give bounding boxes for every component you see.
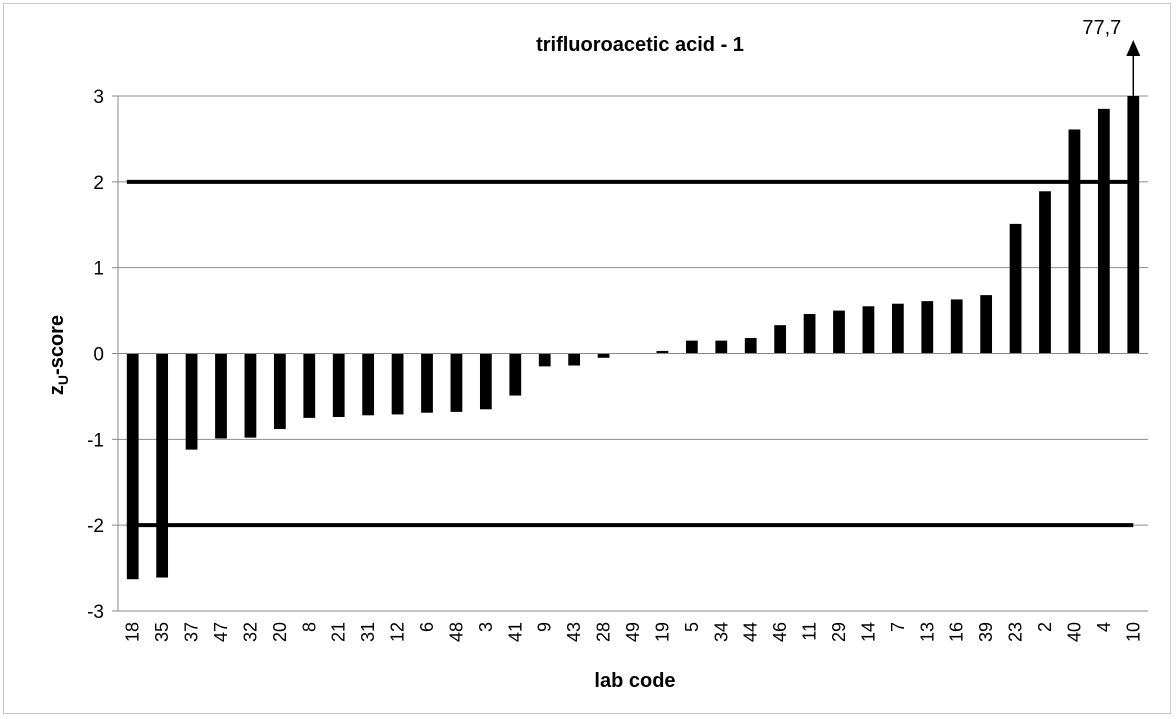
x-tick-label: 5 <box>682 622 702 632</box>
x-tick-label: 10 <box>1123 622 1143 642</box>
bar-lab-16 <box>950 299 963 354</box>
x-tick-label: 20 <box>270 622 290 642</box>
bar-lab-46 <box>774 325 787 354</box>
x-tick-label: 37 <box>182 622 202 642</box>
bars <box>126 96 1140 580</box>
x-tick-label: 12 <box>388 622 408 642</box>
y-tick-label: 1 <box>93 259 104 280</box>
bar-lab-29 <box>833 310 845 354</box>
y-axis-title: zU-score <box>46 315 71 395</box>
bar-lab-47 <box>215 353 227 439</box>
overflow-arrow-head <box>1126 40 1141 56</box>
bar-lab-40 <box>1068 129 1081 354</box>
bar-lab-39 <box>980 295 993 354</box>
y-tick-label: 3 <box>93 87 104 108</box>
bar-lab-32 <box>244 353 257 438</box>
bar-lab-10 <box>1127 96 1140 354</box>
x-tick-label: 46 <box>770 622 790 642</box>
x-tick-label: 31 <box>358 622 378 642</box>
x-tick-label: 40 <box>1064 622 1084 642</box>
y-tick-label: -2 <box>87 516 104 537</box>
y-axis-title-tail: -score <box>46 315 68 375</box>
bar-lab-12 <box>391 353 404 415</box>
bar-lab-23 <box>1009 223 1022 354</box>
x-tick-label: 43 <box>564 622 584 642</box>
x-tick-label: 48 <box>446 622 466 642</box>
x-tick-label: 6 <box>417 622 437 632</box>
x-tick-label: 8 <box>299 622 319 632</box>
bar-lab-9 <box>538 353 551 367</box>
bar-lab-34 <box>715 340 728 354</box>
x-tick-label: 11 <box>800 622 820 641</box>
x-tick-label: 14 <box>858 622 878 642</box>
bar-lab-6 <box>421 353 433 413</box>
bar-lab-21 <box>332 353 345 418</box>
reference-lines <box>126 179 1134 528</box>
x-tick-label: 49 <box>623 622 643 642</box>
bar-lab-41 <box>509 353 522 396</box>
x-axis-title: lab code <box>594 670 675 692</box>
bar-lab-14 <box>862 306 875 354</box>
x-tick-label: 13 <box>917 622 937 642</box>
bar-lab-35 <box>156 353 169 578</box>
bar-lab-2 <box>1039 191 1051 354</box>
bar-lab-5 <box>685 340 698 354</box>
x-tick-label: 41 <box>505 622 525 642</box>
y-tick-label: -1 <box>87 430 104 451</box>
bar-lab-44 <box>744 338 757 354</box>
x-tick-label: 2 <box>1035 622 1055 632</box>
x-tick-label: 19 <box>652 622 672 642</box>
bar-lab-11 <box>803 314 816 354</box>
x-tick-label: 18 <box>123 622 143 642</box>
overflow-annotation: 77,7 <box>1082 17 1141 96</box>
x-tick-label: 44 <box>741 622 761 642</box>
y-tick-label: -3 <box>87 602 104 623</box>
overflow-value-label: 77,7 <box>1082 17 1121 39</box>
x-tick-label: 29 <box>829 622 849 642</box>
bar-lab-31 <box>362 353 375 416</box>
bar-lab-48 <box>450 353 463 412</box>
x-tick-label: 7 <box>888 622 908 632</box>
x-tick-label: 39 <box>976 622 996 642</box>
bar-lab-18 <box>126 353 139 580</box>
bar-lab-4 <box>1097 108 1110 354</box>
y-axis-title-main: z <box>46 385 68 395</box>
bar-lab-43 <box>568 353 581 366</box>
bar-lab-8 <box>303 353 316 418</box>
x-tick-label: 34 <box>711 622 731 642</box>
x-tick-label: 3 <box>476 622 496 632</box>
x-tick-label: 4 <box>1094 622 1114 632</box>
bar-lab-37 <box>185 353 198 450</box>
chart-title: trifluoroacetic acid - 1 <box>536 34 744 56</box>
x-tick-label: 28 <box>594 622 614 642</box>
y-tick-label: 0 <box>93 345 104 366</box>
chart-area <box>3 3 1171 714</box>
x-tick-label: 23 <box>1006 622 1026 642</box>
y-tick-label: 2 <box>93 173 104 194</box>
x-tick-label: 35 <box>152 622 172 642</box>
bar-lab-7 <box>891 303 904 354</box>
x-tick-labels: 18 35 37 47 32 20 8 21 31 12 6 48 3 41 9 43 28 49 19 5 34 44 4… <box>123 622 1144 642</box>
x-tick-label: 16 <box>947 622 967 642</box>
bar-lab-19 <box>656 350 669 354</box>
bar-lab-3 <box>479 353 492 410</box>
y-axis-title-sub: U <box>55 375 71 385</box>
bar-lab-20 <box>273 353 286 430</box>
y-tick-labels: 3 2 1 0 -1 -2 -3 <box>87 87 118 623</box>
x-tick-label: 21 <box>329 622 349 642</box>
x-tick-label: 47 <box>211 622 231 642</box>
x-tick-label: 32 <box>240 622 260 642</box>
bar-lab-28 <box>597 353 610 358</box>
bar-lab-13 <box>921 301 934 354</box>
x-tick-label: 9 <box>535 622 555 632</box>
